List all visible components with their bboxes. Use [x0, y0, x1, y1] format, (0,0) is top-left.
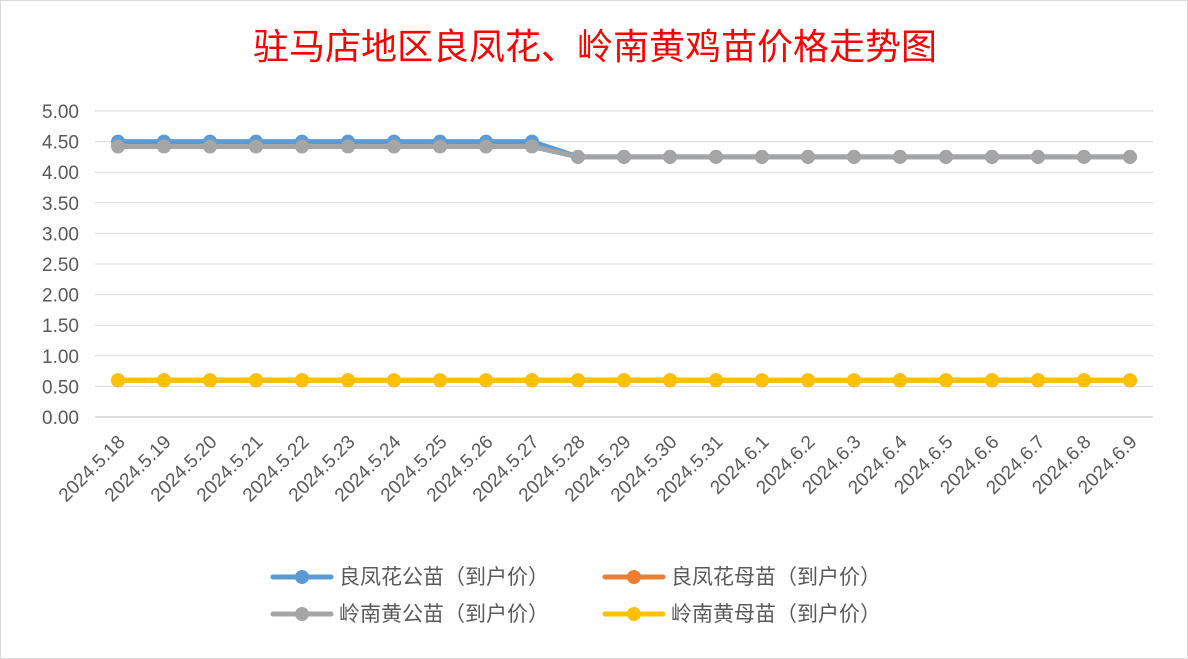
data-point: [341, 139, 355, 154]
data-point: [295, 139, 309, 154]
y-tick-label: 1.50: [42, 316, 79, 337]
data-point: [1077, 373, 1091, 388]
data-point: [847, 373, 861, 388]
legend-label: 良凤花公苗（到户价）: [339, 565, 549, 589]
series-3: [111, 373, 1137, 388]
legend-swatch-marker: [295, 607, 309, 621]
data-point: [893, 149, 907, 164]
data-point: [939, 149, 953, 164]
data-point: [433, 139, 447, 154]
data-point: [939, 373, 953, 388]
y-axis-ticks: 0.00 0.50 1.00 1.50 2.00 2.50 3.00 3.50 4.00 4.50…: [42, 102, 79, 429]
legend-item: 良凤花母苗（到户价）: [602, 565, 881, 589]
gridlines: [95, 110, 1153, 418]
data-point: [571, 149, 585, 164]
data-point: [893, 373, 907, 388]
legend-item: 岭南黄公苗（到户价）: [270, 602, 549, 626]
data-point: [479, 373, 493, 388]
legend-item: 岭南黄母苗（到户价）: [602, 602, 881, 626]
data-point: [985, 149, 999, 164]
data-point: [1077, 149, 1091, 164]
data-point: [157, 139, 171, 154]
legend-label: 岭南黄母苗（到户价）: [671, 602, 881, 626]
data-point: [111, 139, 125, 154]
data-point: [1123, 149, 1137, 164]
legend-label: 良凤花母苗（到户价）: [671, 565, 881, 589]
series-lines: [111, 134, 1137, 388]
data-point: [709, 373, 723, 388]
y-tick-label: 0.00: [42, 408, 79, 429]
data-point: [479, 139, 493, 154]
y-tick-label: 2.00: [42, 286, 79, 307]
data-point: [709, 149, 723, 164]
legend-swatch-marker: [627, 570, 641, 584]
data-point: [1031, 373, 1045, 388]
data-point: [1031, 149, 1045, 164]
data-point: [663, 149, 677, 164]
data-point: [157, 373, 171, 388]
data-point: [663, 373, 677, 388]
y-tick-label: 1.00: [42, 347, 79, 368]
data-point: [847, 149, 861, 164]
data-point: [249, 139, 263, 154]
x-axis-ticks: 2024.5.182024.5.192024.5.202024.5.212024…: [55, 431, 1142, 506]
data-point: [295, 373, 309, 388]
data-point: [387, 139, 401, 154]
data-point: [203, 373, 217, 388]
legend-swatch-marker: [295, 570, 309, 584]
data-point: [525, 373, 539, 388]
y-tick-label: 3.50: [42, 194, 79, 215]
data-point: [801, 149, 815, 164]
y-tick-label: 4.00: [42, 163, 79, 184]
data-point: [249, 373, 263, 388]
series-2: [111, 139, 1137, 164]
data-point: [433, 373, 447, 388]
data-point: [203, 139, 217, 154]
y-tick-label: 0.50: [42, 377, 79, 398]
data-point: [525, 139, 539, 154]
data-point: [755, 373, 769, 388]
legend: 良凤花公苗（到户价） 良凤花母苗（到户价） 岭南黄公苗（到户价） 岭南黄母苗（到户价）: [270, 565, 881, 626]
y-tick-label: 2.50: [42, 255, 79, 276]
y-tick-label: 5.00: [42, 102, 79, 123]
data-point: [801, 373, 815, 388]
chart-title: 驻马店地区良凤花、岭南黄鸡苗价格走势图: [253, 27, 937, 68]
legend-item: 良凤花公苗（到户价）: [270, 565, 549, 589]
data-point: [755, 149, 769, 164]
data-point: [111, 373, 125, 388]
legend-label: 岭南黄公苗（到户价）: [339, 602, 549, 626]
legend-swatch-marker: [627, 607, 641, 621]
data-point: [617, 373, 631, 388]
data-point: [617, 149, 631, 164]
data-point: [1123, 373, 1137, 388]
y-tick-label: 4.50: [42, 133, 79, 154]
data-point: [341, 373, 355, 388]
data-point: [985, 373, 999, 388]
data-point: [571, 373, 585, 388]
data-point: [387, 373, 401, 388]
y-tick-label: 3.00: [42, 224, 79, 245]
